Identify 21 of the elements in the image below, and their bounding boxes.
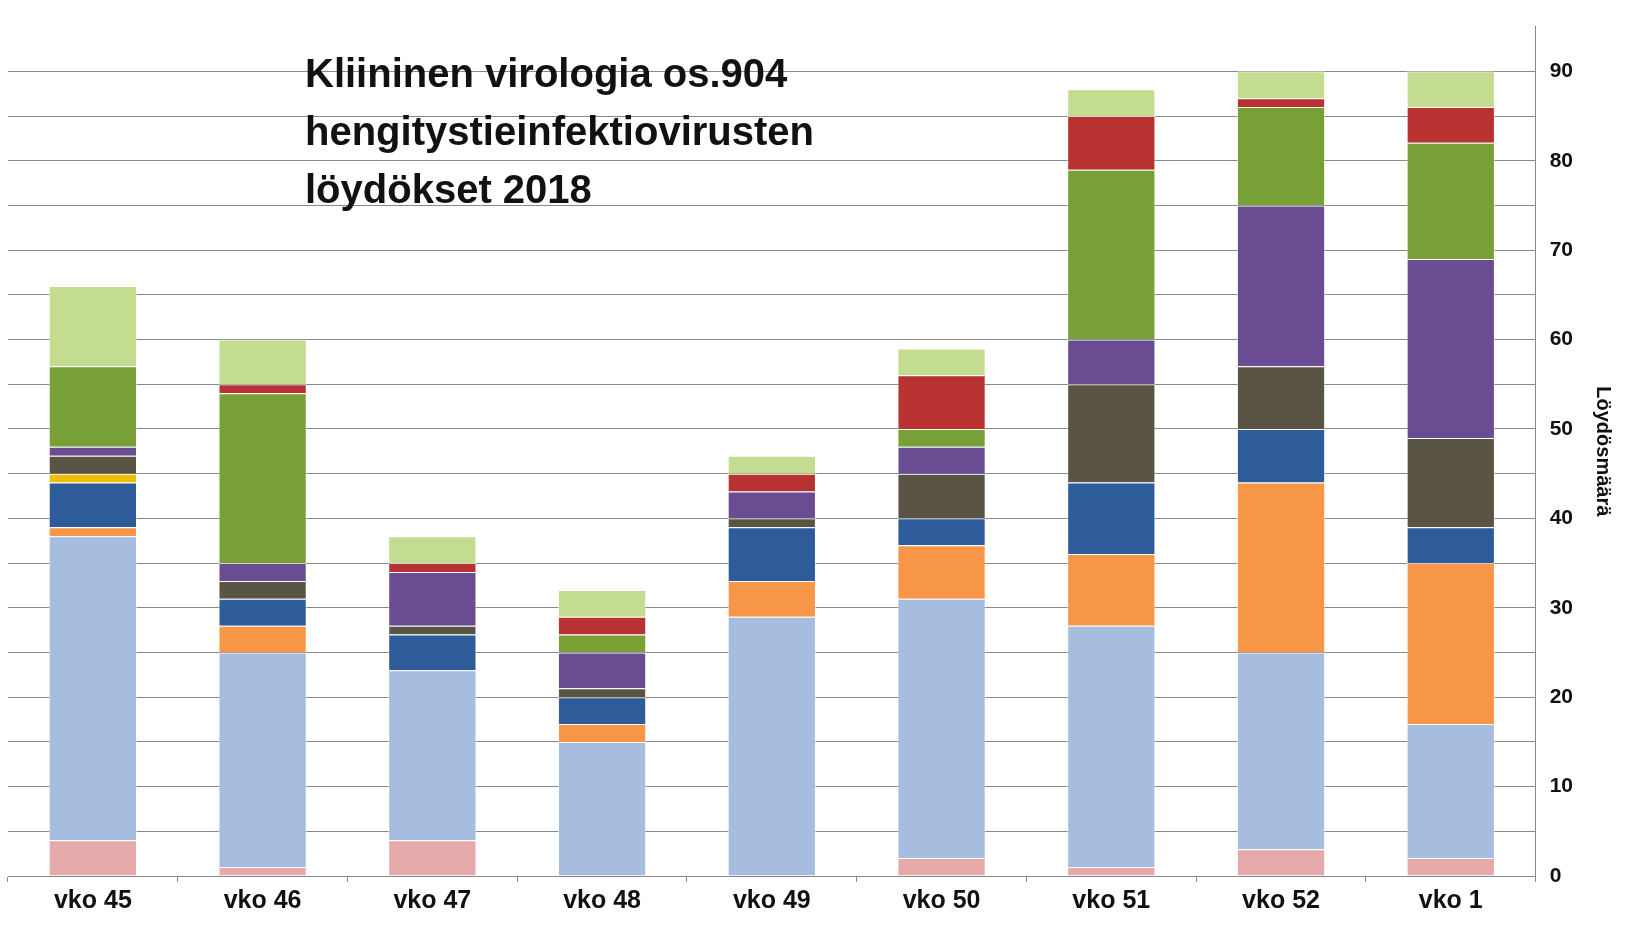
x-tick-label: vko 45 — [53, 884, 132, 913]
y-tick-label: 90 — [1549, 58, 1573, 82]
y-tick-label: 80 — [1549, 147, 1573, 171]
y-tick-label: 10 — [1549, 773, 1573, 797]
y-axis-title: Löydösmäärä — [1593, 386, 1616, 518]
y-tick-label: 40 — [1549, 505, 1573, 529]
x-tick-label: vko 48 — [563, 884, 642, 913]
x-tick-label: vko 51 — [1072, 884, 1151, 913]
y-tick-label: 60 — [1549, 326, 1573, 350]
y-tick-label: 0 — [1549, 862, 1562, 886]
x-tick-label: vko 46 — [223, 884, 302, 913]
y-tick-label: 30 — [1549, 594, 1573, 618]
x-tick-label: vko 49 — [732, 884, 811, 913]
y-tick-label: 20 — [1549, 683, 1573, 707]
y-tick-label: 50 — [1549, 415, 1573, 439]
x-tick-label: vko 50 — [902, 884, 981, 913]
x-tick-label: vko 47 — [393, 884, 472, 913]
x-tick-label: vko 52 — [1242, 884, 1320, 913]
x-tick-label: vko 1 — [1418, 884, 1483, 913]
y-tick-label: 70 — [1549, 236, 1573, 260]
text: Kliininen virologia os.904 hengitystieinfektiovirusten löydökset 2018 — [305, 50, 814, 213]
